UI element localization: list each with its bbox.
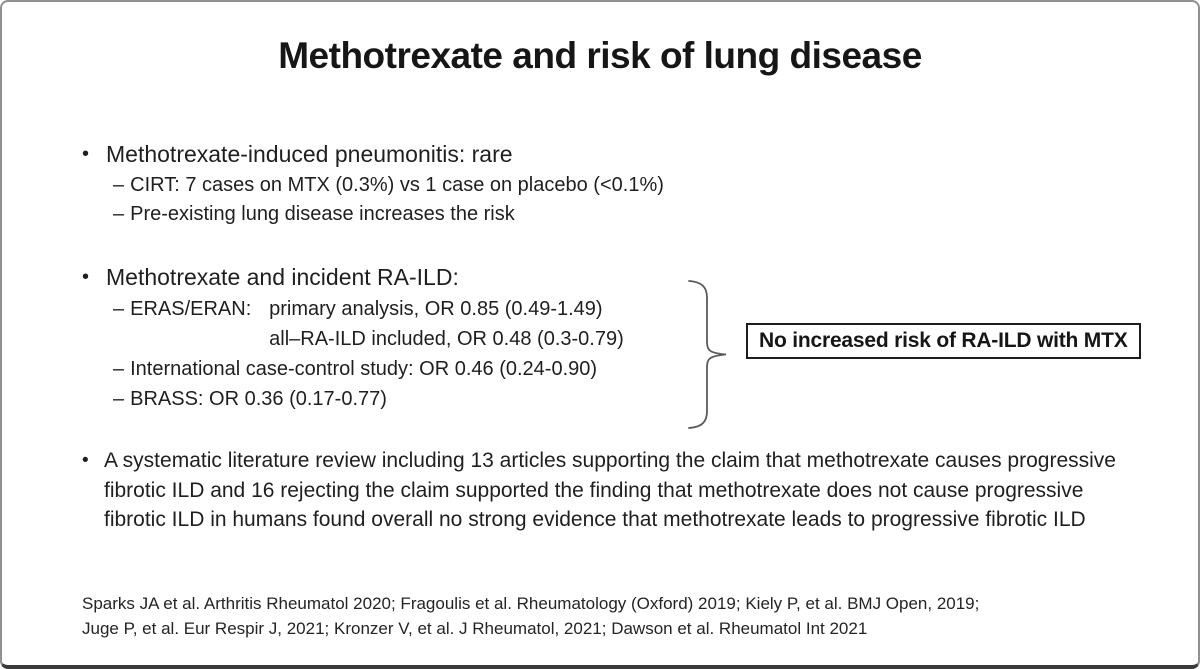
- bullet-group-ra-ild: • Methotrexate and incident RA-ILD: – ER…: [82, 260, 624, 414]
- sub-item-brass: – BRASS: OR 0.36 (0.17-0.77): [113, 384, 624, 414]
- sub-item-eras: – ERAS/ERAN: primary analysis, OR 0.85 (…: [113, 294, 624, 354]
- references: Sparks JA et al. Arthritis Rheumatol 202…: [82, 591, 979, 641]
- bullet-item-pneumonitis: • Methotrexate-induced pneumonitis: rare: [82, 138, 664, 171]
- callout-text: No increased risk of RA-ILD with MTX: [759, 329, 1128, 352]
- sub-item-international: – International case-control study: OR 0…: [113, 354, 624, 384]
- cirt-text: CIRT: 7 cases on MTX (0.3%) vs 1 case on…: [130, 174, 664, 196]
- dash-icon: –: [113, 174, 125, 196]
- sub-item-cirt: – CIRT: 7 cases on MTX (0.3%) vs 1 case …: [113, 171, 664, 200]
- review-paragraph: A systematic literature review including…: [104, 449, 1116, 531]
- ra-ild-heading: Methotrexate and incident RA-ILD:: [106, 264, 459, 290]
- reference-line: Sparks JA et al. Arthritis Rheumatol 202…: [82, 594, 980, 613]
- bullet-item-review: • A systematic literature review includi…: [82, 446, 1116, 535]
- bullet-icon: •: [82, 450, 89, 471]
- eras-values: primary analysis, OR 0.85 (0.49-1.49) al…: [269, 294, 624, 354]
- bullet-item-ra-ild: • Methotrexate and incident RA-ILD:: [82, 260, 624, 294]
- bullet-icon: •: [82, 143, 90, 165]
- preexisting-text: Pre-existing lung disease increases the …: [130, 203, 515, 225]
- eras-all-ra-ild: all–RA-ILD included, OR 0.48 (0.3-0.79): [269, 328, 624, 350]
- pneumonitis-heading: Methotrexate-induced pneumonitis: rare: [106, 141, 513, 167]
- dash-icon: –: [113, 203, 125, 225]
- eras-primary-analysis: primary analysis, OR 0.85 (0.49-1.49): [269, 298, 603, 320]
- eras-label: ERAS/ERAN:: [130, 298, 252, 320]
- brass-text: BRASS: OR 0.36 (0.17-0.77): [130, 388, 387, 410]
- bullet-icon: •: [82, 266, 90, 288]
- international-text: International case-control study: OR 0.4…: [130, 358, 598, 380]
- slide-title: Methotrexate and risk of lung disease: [278, 35, 922, 76]
- sub-item-preexisting: – Pre-existing lung disease increases th…: [113, 200, 664, 229]
- dash-icon: –: [113, 388, 125, 410]
- reference-line: Juge P, et al. Eur Respir J, 2021; Kronz…: [82, 619, 868, 638]
- callout-box: No increased risk of RA-ILD with MTX: [746, 323, 1141, 359]
- dash-icon: –: [113, 298, 125, 320]
- bullet-group-pneumonitis: • Methotrexate-induced pneumonitis: rare…: [82, 138, 664, 229]
- curly-brace-icon: [686, 279, 730, 436]
- dash-icon: –: [113, 358, 125, 380]
- bullet-group-review: • A systematic literature review includi…: [82, 446, 1116, 535]
